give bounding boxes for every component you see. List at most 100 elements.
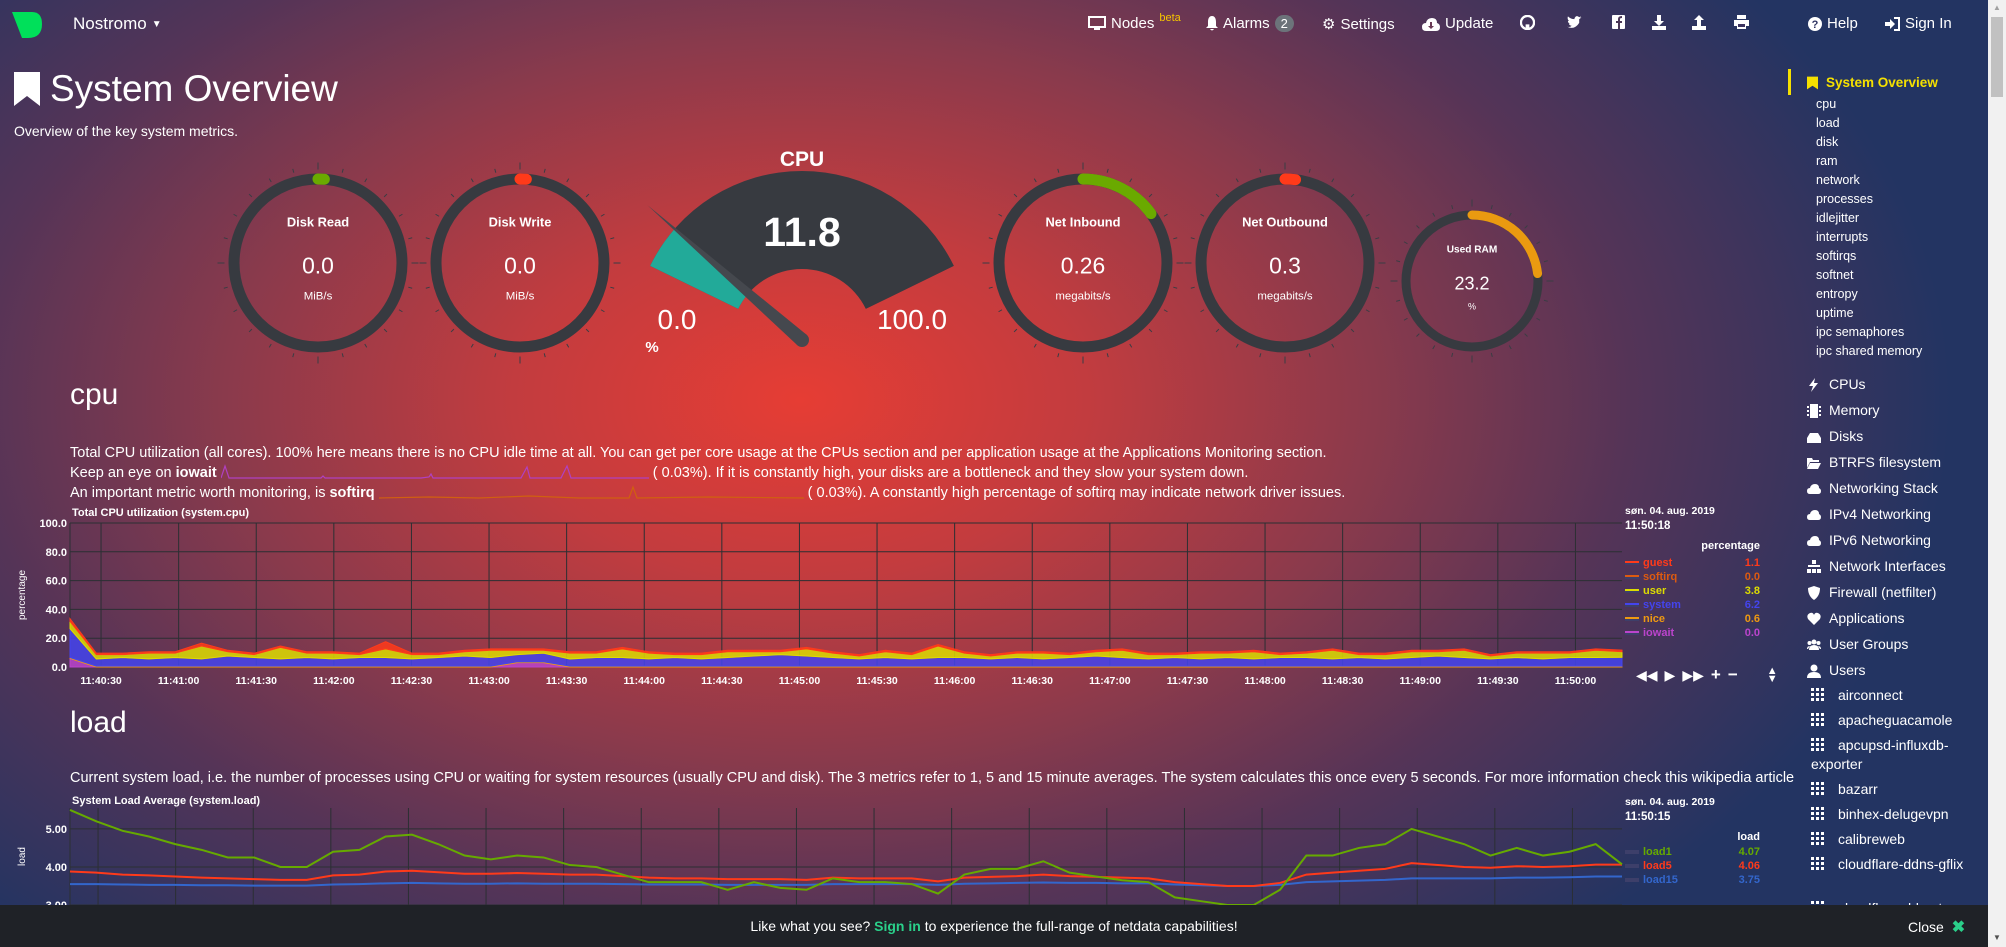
gauge-tick [1235,343,1239,348]
download-button[interactable] [1652,15,1666,30]
gauge-tick [450,193,455,198]
x-tick-label: 11:45:30 [856,675,898,687]
softirq-sparkline[interactable] [378,484,804,500]
banner-sign-in-link[interactable]: Sign in [874,918,921,934]
github-button[interactable] [1520,15,1535,30]
gauge-title: Disk Read [287,215,349,230]
sidebar-item-app[interactable]: apacheguacamole [1811,711,1981,730]
charts-canvas[interactable]: 100.080.060.040.020.00.011:40:30 11:41:00… [0,0,1785,905]
cpu-chart-legend: søn. 04. aug. 2019 11:50:18 percentage g… [1625,505,1760,640]
x-tick-label: 11:47:00 [1089,675,1131,687]
memory-icon [1807,403,1821,418]
sidebar-item-app[interactable]: bazarr [1811,780,1981,799]
nodes-button[interactable]: Nodes beta [1088,12,1181,32]
sidebar-item-app[interactable]: airconnect [1811,686,1981,705]
sidebar-subitem-entropy[interactable]: entropy [1816,287,1858,301]
page-subtitle: Overview of the key system metrics. [14,123,239,139]
netdata-logo[interactable] [12,12,44,38]
rewind-icon[interactable]: ◀◀ [1636,666,1658,683]
legend-value: 0.6 [1744,613,1760,625]
print-button[interactable] [1734,15,1749,29]
iowait-sparkline[interactable] [220,464,649,480]
sidebar-subitem-processes[interactable]: processes [1816,192,1873,206]
sidebar-item-app[interactable]: cloudflare-ddns-gflix [1811,855,1981,874]
banner-close-button[interactable]: Close ✖ [1908,917,1965,937]
sidebar-item-user-groups[interactable]: User Groups [1807,636,1908,653]
update-button[interactable]: Update [1422,15,1493,32]
gauge-ram: Used RAM 23.2% [1390,199,1554,363]
legend-value: 1.1 [1744,557,1760,569]
gauge-tick [1432,212,1436,217]
y-tick-label: 3.00 [46,900,67,905]
legend-item-guest[interactable]: guest 1.1 [1625,556,1760,570]
sidebar-subitem-cpu[interactable]: cpu [1816,97,1837,111]
sidebar-item-app[interactable]: apcupsd-influxdb-exporter [1811,736,1981,774]
sidebar-item-users[interactable]: Users [1807,662,1866,679]
sign-in-button[interactable]: Sign In [1885,15,1952,32]
upload-button[interactable] [1692,15,1706,30]
sidebar-item-label: User Groups [1829,636,1909,652]
scroll-down-icon[interactable]: ▼ [1993,933,2001,942]
alarms-button[interactable]: Alarms 2 [1206,15,1294,32]
sidebar-item-disks[interactable]: Disks [1807,428,1863,445]
scrollbar-thumb[interactable] [1991,17,2003,97]
legend-item-nice[interactable]: nice 0.6 [1625,612,1760,626]
sidebar-item-networking-stack[interactable]: Networking Stack [1807,480,1938,497]
iowait-text: Keep an eye on [70,465,176,481]
softirq-description: An important metric worth monitoring, is… [70,484,1345,501]
gauge-tick [988,286,993,289]
facebook-button[interactable] [1612,15,1625,29]
legend-item-softirq[interactable]: softirq 0.0 [1625,570,1760,584]
sidebar-item-ipv4-networking[interactable]: IPv4 Networking [1807,506,1931,523]
gauge-tick [1013,328,1018,333]
sidebar-subitem-softnet[interactable]: softnet [1816,268,1854,282]
legend-item-user[interactable]: user 3.8 [1625,584,1760,598]
fast-forward-icon[interactable]: ▶▶ [1682,666,1704,683]
active-indicator [1788,69,1791,95]
print-icon [1734,15,1749,29]
legend-item-load1[interactable]: load1 4.07 [1625,845,1760,859]
sidebar-subitem-interrupts[interactable]: interrupts [1816,230,1869,244]
sidebar-subitem-ipc-semaphores[interactable]: ipc semaphores [1816,325,1905,339]
host-menu[interactable]: Nostromo ▼ [73,14,162,34]
legend-item-load15[interactable]: load15 3.75 [1625,873,1760,887]
sidebar-item-firewall-netfilter[interactable]: Firewall (netfilter) [1807,584,1936,601]
logo-icon [12,12,42,38]
twitter-button[interactable] [1567,15,1582,28]
settings-button[interactable]: ⚙ Settings [1322,15,1395,34]
sidebar-subitem-network[interactable]: network [1816,173,1860,187]
sidebar-subitem-idlejitter[interactable]: idlejitter [1816,211,1860,225]
sidebar-subitem-ram[interactable]: ram [1816,154,1838,168]
page-scrollbar[interactable]: ▲ ▼ [1988,0,2006,947]
sidebar-item-network-interfaces[interactable]: Network Interfaces [1807,558,1946,575]
sidebar-item-cpus[interactable]: CPUs [1807,376,1866,393]
legend-label: nice [1643,613,1666,625]
sidebar-subitem-load[interactable]: load [1816,116,1840,130]
sidebar-item-system-overview[interactable]: System Overview [1807,74,1938,91]
legend-item-system[interactable]: system 6.2 [1625,598,1760,612]
sidebar-item-btrfs-filesystem[interactable]: BTRFS filesystem [1807,454,1941,471]
sidebar-item-app[interactable]: calibreweb [1811,830,1981,849]
gauge-title: Net Inbound [1045,215,1120,230]
sidebar-subitem-uptime[interactable]: uptime [1816,306,1854,320]
gauge-value: 0.26 [1061,253,1106,279]
zoom-out-icon[interactable]: − [1727,665,1738,684]
gauge-tick [1403,241,1408,245]
gauge-tick [998,309,1003,313]
scroll-up-icon[interactable]: ▲ [1993,3,2001,12]
help-button[interactable]: ? Help [1808,15,1858,32]
gauge-units: % [1468,302,1476,312]
sidebar-item-applications[interactable]: Applications [1807,610,1905,627]
sidebar-subitem-ipc-shared-memory[interactable]: ipc shared memory [1816,344,1923,358]
legend-item-iowait[interactable]: iowait 0.0 [1625,626,1760,640]
sidebar-subitem-disk[interactable]: disk [1816,135,1839,149]
gauge-tick [494,168,497,173]
sidebar-subitem-softirqs[interactable]: softirqs [1816,249,1857,263]
sidebar-item-ipv6-networking[interactable]: IPv6 Networking [1807,532,1931,549]
zoom-in-icon[interactable]: + [1710,665,1721,684]
sidebar-item-app[interactable]: binhex-delugevpn [1811,805,1981,824]
sidebar-item-memory[interactable]: Memory [1807,402,1880,419]
legend-item-load5[interactable]: load5 4.06 [1625,859,1760,873]
resize-icon[interactable]: ▲ ▼ [1766,665,1778,685]
play-icon[interactable]: ▶ [1664,666,1676,683]
